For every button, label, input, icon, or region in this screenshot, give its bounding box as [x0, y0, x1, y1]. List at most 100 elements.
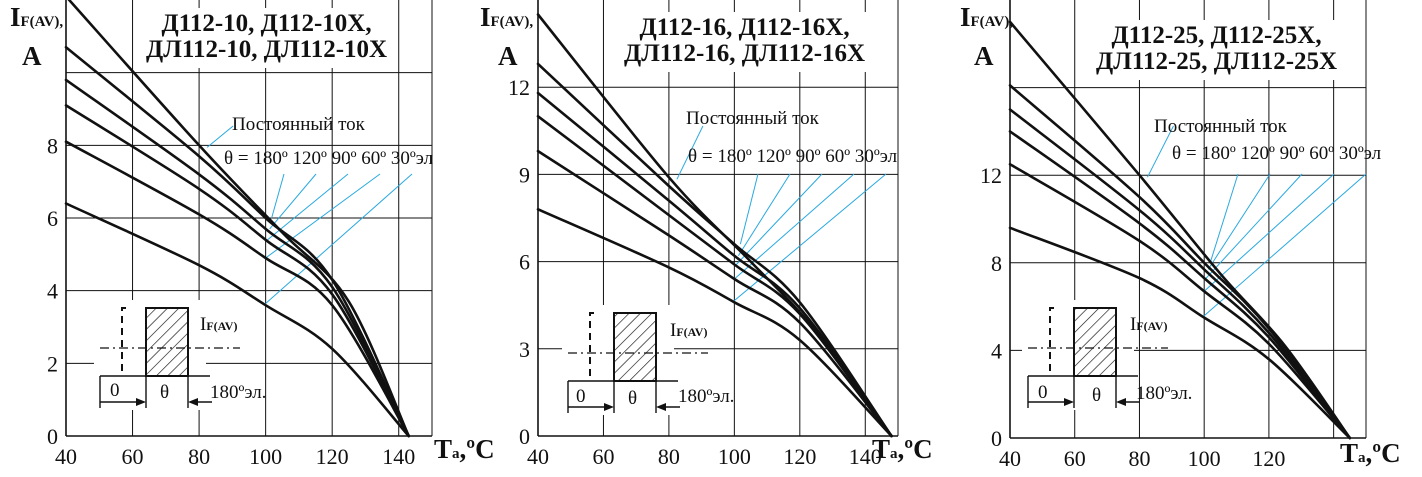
inset-ifav-sub: F(AV) [1136, 319, 1168, 333]
series-line [536, 91, 893, 438]
inset-arrow-head [188, 398, 198, 406]
theta-guide-line [739, 173, 759, 245]
x-tick-label: 100 [249, 444, 282, 469]
y-axis-label-main: I [10, 2, 21, 32]
x-tick-label: 80 [658, 444, 680, 469]
x-tick-label: 80 [188, 444, 210, 469]
inset-ifav-sub: F(AV) [206, 319, 238, 333]
inset-arrow-head [1064, 398, 1074, 406]
x-tick-label: 100 [718, 444, 751, 469]
chart-title: Д112-16, Д112-16Х, ДЛ112-16, ДЛ112-16Х [618, 12, 872, 72]
y-axis-label-sub: F(AV), [970, 14, 1014, 30]
x-tick-label: 40 [55, 444, 77, 469]
series-line [64, 78, 410, 438]
dc-label: Постоянный ток [1154, 116, 1287, 137]
dc-guide-line [206, 125, 234, 148]
series-line [536, 208, 893, 438]
x-tick-label: 140 [849, 444, 882, 469]
x-tick-label: 40 [527, 444, 549, 469]
y-tick-label: 12 [508, 75, 530, 100]
inset-180-label: 180ºэл. [678, 386, 735, 407]
theta-guide-line [271, 173, 285, 219]
inset-ifav-label: IF(AV) [670, 320, 707, 342]
inset-waveform [562, 305, 708, 415]
inset-arrow-head [656, 403, 666, 411]
y-axis-label: IF(AV), [480, 4, 533, 36]
y-tick-label: 4 [991, 338, 1002, 363]
inset-zero-label: 0 [576, 386, 586, 407]
inset-ifav-sub: F(AV) [676, 325, 708, 339]
y-tick-label: 12 [980, 163, 1002, 188]
chart-title-line-1: Д112-25, Д112-25Х, [1111, 22, 1322, 49]
x-tick-label: 40 [999, 446, 1021, 471]
inset-zero-label: 0 [110, 380, 120, 401]
series-line [64, 202, 410, 438]
series-line [1008, 130, 1352, 440]
inset-dashed-edge [121, 307, 126, 375]
y-axis-label-sub: F(AV), [490, 14, 534, 30]
inset-ifav-label: IF(AV) [200, 314, 237, 336]
theta-guide-line [263, 173, 413, 306]
y-axis-label: IF(AV), [10, 4, 63, 36]
series-line [64, 45, 410, 438]
y-tick-label: 0 [519, 424, 530, 449]
theta-guide-line [1209, 173, 1239, 263]
x-axis-label: Ta,ºC [434, 434, 495, 465]
series-line [536, 149, 893, 438]
inset-ifav-main: I [200, 314, 207, 335]
theta-guide-line [267, 173, 349, 241]
y-axis-label-main: I [480, 2, 491, 32]
dc-guide-line [676, 125, 704, 180]
theta-label: θ = 180º 120º 90º 60º 30ºэл [224, 148, 434, 169]
inset-arrow-head [136, 398, 146, 406]
theta-label: θ = 180º 120º 90º 60º 30ºэл [688, 146, 898, 167]
x-axis-label-unit: ,ºC [1365, 438, 1401, 468]
chart-plot-svg: 40 60 80 100 120 140 0 2 4 6 8 [47, 0, 433, 469]
inset-theta-label: θ [628, 388, 638, 409]
inset-arrow-head [1116, 398, 1126, 406]
y-axis-label-main: I [960, 2, 971, 32]
theta-guide-line [269, 173, 317, 230]
y-axis-unit: A [974, 41, 994, 71]
x-tick-label: 60 [592, 444, 614, 469]
y-tick-label: 8 [991, 251, 1002, 276]
chart-plot-svg: 40 60 80 100 120 140 0 3 6 9 12 [508, 0, 899, 469]
chart-title-line-2: ДЛ112-25, ДЛ112-25Х [1096, 48, 1338, 75]
inset-ifav-main: I [1130, 314, 1137, 335]
y-axis-label: IF(AV), [960, 4, 1013, 36]
y-tick-label: 6 [519, 250, 530, 275]
y-axis-unit: A [22, 41, 42, 71]
y-tick-label: 4 [47, 279, 58, 304]
theta-guide-line [1203, 173, 1335, 292]
x-axis-label-main: T [872, 434, 891, 464]
inset-pulse [145, 307, 189, 377]
x-axis-label: Ta,ºC [872, 434, 933, 465]
inset-arrow-head [604, 403, 614, 411]
series-line [64, 140, 410, 438]
x-axis-label-main: T [434, 434, 453, 464]
x-axis-label-sub: a [1358, 450, 1366, 466]
x-tick-label: 120 [316, 444, 349, 469]
chart-title: Д112-10, Д112-10Х, ДЛ112-10, ДЛ112-10Х [140, 8, 394, 68]
inset-ifav-main: I [670, 320, 677, 341]
series-line [64, 104, 410, 438]
y-tick-label: 9 [519, 162, 530, 187]
x-tick-label: 80 [1128, 446, 1150, 471]
y-tick-label: 3 [519, 337, 530, 362]
inset-dashed-edge [1049, 307, 1054, 375]
inset-waveform [94, 300, 240, 410]
chart-title-line-1: Д112-16, Д112-16Х, [639, 14, 850, 41]
inset-pulse [1073, 307, 1117, 377]
theta-guide-line [1207, 173, 1271, 270]
inset-waveform [1022, 300, 1168, 410]
x-axis-label-main: T [1340, 438, 1359, 468]
x-tick-label: 100 [1188, 446, 1221, 471]
chart-title: Д112-25, Д112-25Х, ДЛ112-25, ДЛ112-25Х [1090, 20, 1344, 80]
x-tick-label: 140 [382, 444, 415, 469]
x-tick-label: 120 [1252, 446, 1285, 471]
chart-plot-svg: 40 60 80 100 120 0 4 8 12 [980, 0, 1367, 471]
x-axis-label-sub: a [452, 446, 460, 462]
y-tick-label: 0 [991, 426, 1002, 451]
y-tick-label: 0 [47, 424, 58, 449]
x-axis-label-unit: ,ºC [459, 434, 495, 464]
